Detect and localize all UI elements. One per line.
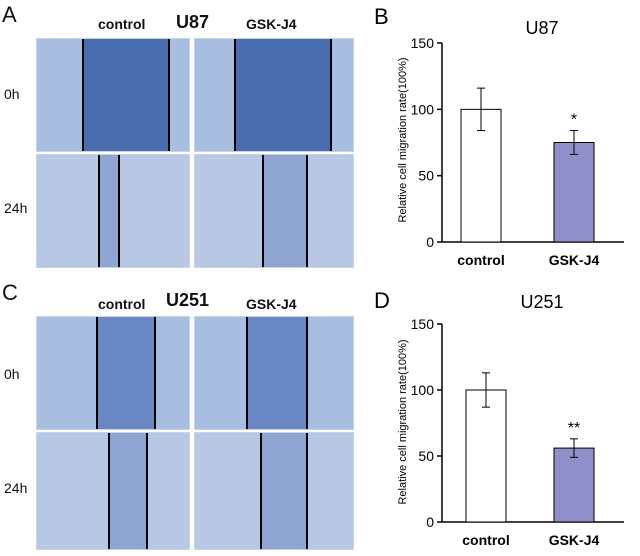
panel-a-cell-line: U87: [176, 12, 210, 32]
panel-c-row-0h: 0h: [4, 366, 20, 382]
panel-a-row-24h: 24h: [4, 200, 28, 216]
chart-d: D U251 Relative cell migration rate(100%…: [374, 288, 624, 548]
bar-gskj4: [553, 142, 595, 243]
micrograph-u87-gskj4-24h: [194, 154, 354, 268]
micrograph-u251-control-0h: [36, 316, 190, 430]
micrograph-u251-gskj4-24h: [194, 432, 354, 550]
micrograph-u251-gskj4-0h: [194, 316, 354, 430]
panel-a-control-header: control: [98, 16, 146, 32]
panel-a-letter: A: [2, 2, 17, 27]
y-tick-label: 50: [418, 168, 434, 184]
y-tick-label: 150: [411, 316, 435, 332]
chart-b-ylabel: Relative cell migration rate(100%): [397, 57, 409, 222]
panel-c-control-header: control: [98, 296, 146, 312]
panel-c-letter: C: [2, 280, 18, 305]
chart-b-title: U87: [525, 18, 558, 38]
y-tick-label: 50: [418, 448, 434, 464]
panel-a-row-0h: 0h: [4, 86, 20, 102]
micrograph-u87-control-24h: [36, 154, 190, 268]
chart-d-title: U251: [520, 292, 563, 312]
category-label: GSK-J4: [549, 252, 600, 268]
chart-b: B U87 Relative cell migration rate(100%)…: [374, 4, 624, 268]
y-tick-label: 0: [426, 234, 434, 250]
category-label: control: [457, 252, 504, 268]
micrograph-u251-control-24h: [36, 432, 190, 550]
panel-c-row-24h: 24h: [4, 480, 28, 496]
significance-marker: *: [571, 112, 577, 129]
category-label: control: [462, 532, 509, 548]
panel-c-gskj4-header: GSK-J4: [246, 296, 297, 312]
y-tick-label: 150: [411, 35, 435, 51]
y-tick-label: 0: [426, 514, 434, 530]
bar-gskj4: [553, 447, 595, 523]
significance-marker: **: [568, 420, 580, 437]
y-tick-label: 100: [411, 101, 435, 117]
bar-control: [460, 108, 502, 243]
category-label: GSK-J4: [549, 532, 600, 548]
panel-c-cell-line: U251: [166, 290, 210, 310]
panel-a-gskj4-header: GSK-J4: [246, 16, 297, 32]
chart-b-panel-letter: B: [374, 4, 389, 29]
chart-d-ylabel: Relative cell migration rate(100%): [397, 339, 409, 504]
micrograph-u87-control-0h: [36, 38, 190, 152]
bar-control: [465, 389, 507, 523]
chart-d-panel-letter: D: [374, 288, 390, 313]
y-tick-label: 100: [411, 382, 435, 398]
micrograph-u87-gskj4-0h: [194, 38, 354, 152]
